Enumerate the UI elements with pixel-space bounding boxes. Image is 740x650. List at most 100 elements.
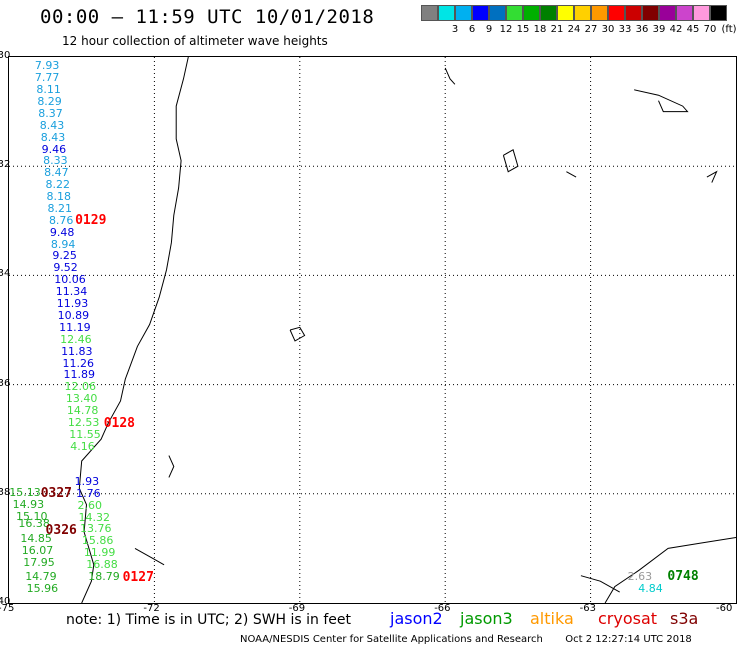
wave-height-label: 1.93 xyxy=(74,474,100,488)
legend-label: 3 xyxy=(451,24,459,35)
legend-swatch xyxy=(523,5,540,21)
legend-swatch xyxy=(455,5,472,21)
legend-swatch xyxy=(710,5,727,21)
legend-swatch xyxy=(472,5,489,21)
lon-tick-label: -63 xyxy=(579,603,596,614)
map-frame xyxy=(8,56,737,604)
wave-height-label: 8.33 xyxy=(43,154,68,168)
wave-height-label: 9.46 xyxy=(41,142,67,156)
wave-height-label: 15.96 xyxy=(26,581,59,595)
wave-height-label: 14.32 xyxy=(78,510,111,524)
legend-label: 12 xyxy=(499,24,513,35)
pass-time-label: 0127 xyxy=(122,570,154,586)
island-6 xyxy=(289,326,306,342)
lon-tick-label: -69 xyxy=(288,603,306,614)
wave-height-label: 12.46 xyxy=(60,332,92,346)
legend-swatch xyxy=(421,5,438,21)
wave-height-label: 11.83 xyxy=(61,344,93,358)
lat-tick-label: -38 xyxy=(0,486,11,498)
wave-height-label: 8.47 xyxy=(44,166,69,180)
wave-height-label: 11.99 xyxy=(83,546,116,560)
wave-height-label: 4.84 xyxy=(638,581,663,595)
island-4 xyxy=(444,67,456,85)
wave-height-label: 15.10 xyxy=(15,509,48,523)
south-coast-ar xyxy=(604,537,737,604)
wave-height-label: 13.40 xyxy=(65,392,98,406)
wave-height-label: 8.43 xyxy=(39,118,65,132)
wave-height-label: 13.76 xyxy=(79,522,112,536)
page-subtitle: 12 hour collection of altimeter wave hei… xyxy=(62,34,328,48)
legend-label: 45 xyxy=(686,24,700,35)
island-11 xyxy=(566,171,577,178)
satellite-jason3: jason3 xyxy=(460,609,513,628)
legend-unit: (ft) xyxy=(721,24,737,35)
lat-tick-label: -32 xyxy=(0,159,11,171)
wave-height-label: 8.76 xyxy=(48,213,74,227)
island-8 xyxy=(134,547,165,566)
wave-height-label: 1.76 xyxy=(76,486,101,500)
legend-label: 42 xyxy=(669,24,683,35)
legend-swatch xyxy=(506,5,523,21)
legend-swatch xyxy=(608,5,625,21)
lat-tick-label: -36 xyxy=(0,377,11,389)
wave-height-label: 8.43 xyxy=(40,130,66,144)
map-svg xyxy=(9,56,737,604)
legend-label: 6 xyxy=(468,24,476,35)
wave-height-label: 9.48 xyxy=(49,225,75,239)
wave-height-label: 14.78 xyxy=(66,404,99,418)
satellite-altika: altika xyxy=(530,609,574,628)
wave-height-label: 8.22 xyxy=(45,178,71,192)
wave-height-label: 15.86 xyxy=(81,534,114,548)
lat-tick-label: -30 xyxy=(0,50,11,61)
legend-label: 15 xyxy=(516,24,530,35)
wave-height-label: 7.77 xyxy=(34,71,60,85)
legend-label: 70 xyxy=(703,24,717,35)
lon-tick-label: -66 xyxy=(434,603,451,614)
legend-swatch xyxy=(693,5,710,21)
legend-label: 27 xyxy=(584,24,598,35)
pass-time-label: 0748 xyxy=(667,569,699,585)
legend-swatch xyxy=(625,5,642,21)
wave-height-label: 11.55 xyxy=(69,427,101,441)
satellite-s3a: s3a xyxy=(670,609,699,628)
wave-height-label: 2.60 xyxy=(77,498,103,512)
wave-height-label: 9.25 xyxy=(52,249,77,263)
legend-label: 18 xyxy=(533,24,547,35)
wave-height-label: 9.52 xyxy=(53,261,78,275)
wave-height-label: 16.88 xyxy=(86,558,118,572)
satellite-cryosat: cryosat xyxy=(598,609,658,628)
wave-height-label: 8.18 xyxy=(46,190,72,204)
wave-height-label: 17.95 xyxy=(23,555,55,569)
legend-swatch xyxy=(489,5,506,21)
lat-tick-label: -34 xyxy=(0,268,11,280)
footer-note: note: 1) Time is in UTC; 2) SWH is in fe… xyxy=(66,612,352,628)
wave-height-label: 15.13 xyxy=(9,485,41,499)
wave-height-label: 18.79 xyxy=(88,569,120,583)
wave-height-label: 10.89 xyxy=(57,309,90,323)
island-5 xyxy=(634,89,689,113)
wave-height-label: 16.07 xyxy=(21,543,54,557)
page-title: 00:00 — 11:59 UTC 10/01/2018 xyxy=(40,6,375,28)
legend-swatch xyxy=(676,5,693,21)
legend-label: 36 xyxy=(635,24,649,35)
wave-height-label: 10.06 xyxy=(54,273,86,287)
island-9 xyxy=(580,575,620,593)
lon-tick-label: -75 xyxy=(0,603,15,614)
wave-height-label: 14.85 xyxy=(20,531,52,545)
chile-coast xyxy=(78,56,189,604)
wave-height-label: 8.37 xyxy=(38,106,63,120)
credit-text: NOAA/NESDIS Center for Satellite Applica… xyxy=(240,634,543,645)
wave-height-label: 12.53 xyxy=(67,415,100,429)
lon-tick-label: -60 xyxy=(716,603,733,614)
wave-height-label: 11.89 xyxy=(63,368,95,382)
wave-height-label: 2.63 xyxy=(627,569,653,583)
wave-height-label: 8.21 xyxy=(47,201,72,215)
wave-height-label: 14.79 xyxy=(25,569,57,583)
legend-label: 9 xyxy=(485,24,493,35)
wave-height-label: 11.93 xyxy=(56,297,89,311)
legend-label: 21 xyxy=(550,24,564,35)
island-3 xyxy=(502,149,519,173)
wave-height-label: 8.94 xyxy=(50,237,76,251)
legend-swatch xyxy=(591,5,608,21)
